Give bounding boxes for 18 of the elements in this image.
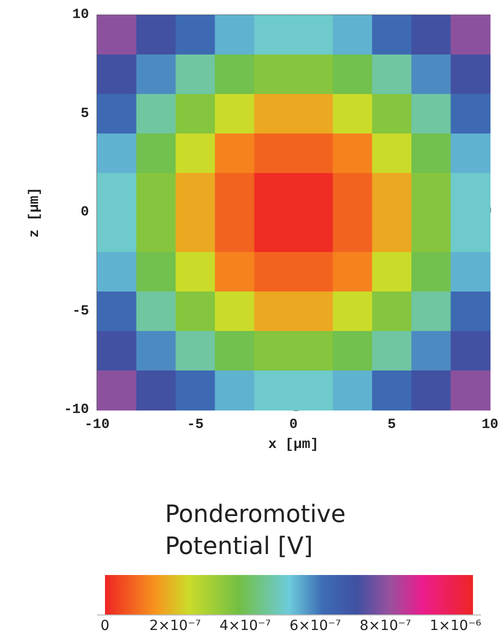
color-bar-title: Ponderomotive Potential [V] (165, 500, 354, 560)
y-tick-label: 0 (80, 204, 89, 220)
x-tick-label: 10 (482, 417, 498, 433)
x-tick-label: 0 (289, 417, 298, 433)
color-bar-label: 0 (100, 618, 110, 634)
color-bar-label: 8×10⁻⁷ (360, 618, 412, 634)
x-axis-title: x [μm] (268, 437, 319, 453)
color-bar-label: 4×10⁻⁷ (219, 618, 271, 634)
y-tick-label: -5 (72, 303, 89, 320)
y-tick-label: 10 (72, 7, 89, 23)
color-bar-label: 2×10⁻⁷ (149, 618, 201, 634)
x-tick-label: 5 (388, 417, 396, 433)
y-axis-title: z [μm] (27, 187, 43, 238)
color-bar-label: 1×10⁻⁶ (430, 618, 482, 634)
color-bar-label: 6×10⁻⁷ (290, 618, 342, 634)
x-tick-label: -5 (186, 417, 204, 433)
y-tick-label: -10 (64, 402, 89, 418)
y-tick-label: 5 (80, 106, 89, 122)
